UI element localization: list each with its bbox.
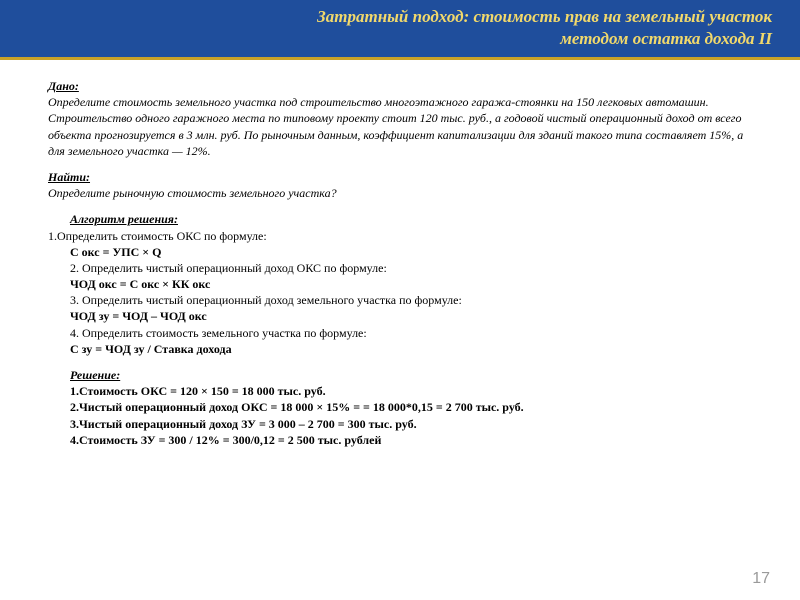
algo-step-1: 1.Определить стоимость ОКС по формуле: xyxy=(48,228,760,244)
find-title: Найти: xyxy=(48,169,760,185)
solution-row-3: 3.Чистый операционный доход ЗУ = 3 000 –… xyxy=(70,416,760,432)
algorithm-section: Алгоритм решения: 1.Определить стоимость… xyxy=(48,211,760,357)
solution-row-1: 1.Стоимость ОКС = 120 × 150 = 18 000 тыс… xyxy=(70,383,760,399)
algorithm-title: Алгоритм решения: xyxy=(48,211,760,227)
algo-formula-1: С окс = УПС × Q xyxy=(48,244,760,260)
slide-content: Дано: Определите стоимость земельного уч… xyxy=(0,60,800,448)
algo-step-4: 4. Определить стоимость земельного участ… xyxy=(48,325,760,341)
algo-step-2: 2. Определить чистый операционный доход … xyxy=(48,260,760,276)
header-line-1: Затратный подход: стоимость прав на земе… xyxy=(0,6,772,28)
solution-row-4: 4.Стоимость ЗУ = 300 / 12% = 300/0,12 = … xyxy=(70,432,760,448)
algo-formula-2: ЧОД окс = С окс × КК окс xyxy=(48,276,760,292)
solution-row-2: 2.Чистый операционный доход ОКС = 18 000… xyxy=(70,399,760,415)
solution-title: Решение: xyxy=(70,367,760,383)
algo-formula-3: ЧОД зу = ЧОД – ЧОД окс xyxy=(48,308,760,324)
algo-step-3: 3. Определить чистый операционный доход … xyxy=(48,292,760,308)
find-text: Определите рыночную стоимость земельного… xyxy=(48,185,760,201)
given-title: Дано: xyxy=(48,78,760,94)
slide-header: Затратный подход: стоимость прав на земе… xyxy=(0,0,800,60)
page-number: 17 xyxy=(752,570,770,588)
find-section: Найти: Определите рыночную стоимость зем… xyxy=(48,169,760,201)
solution-section: Решение: 1.Стоимость ОКС = 120 × 150 = 1… xyxy=(48,367,760,448)
header-line-2: методом остатка дохода II xyxy=(0,28,772,50)
algo-formula-4: С зу = ЧОД зу / Ставка дохода xyxy=(48,341,760,357)
given-text: Определите стоимость земельного участка … xyxy=(48,94,760,159)
given-section: Дано: Определите стоимость земельного уч… xyxy=(48,78,760,159)
